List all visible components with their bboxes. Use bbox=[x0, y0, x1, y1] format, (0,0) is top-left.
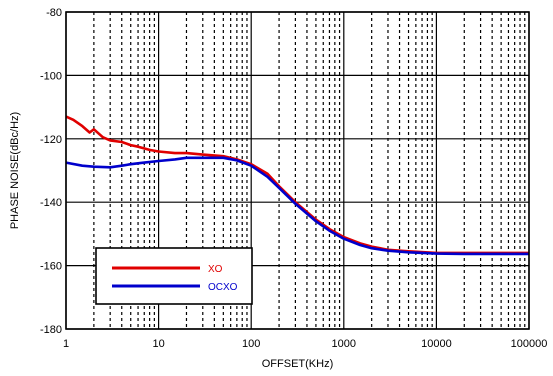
plot-frame bbox=[65, 11, 530, 330]
y-tick-label: -160 bbox=[40, 261, 62, 273]
series-line-ocxo bbox=[65, 156, 529, 256]
legend-label-xo: XO bbox=[208, 264, 223, 275]
x-tick-labels: 1 10 100 1000 10000 100000 bbox=[63, 338, 547, 350]
x-axis-label: OFFSET(KHz) bbox=[262, 358, 334, 370]
y-tick-label: -80 bbox=[46, 7, 62, 19]
x-tick-label: 100 bbox=[242, 338, 260, 350]
series-line-xo bbox=[65, 115, 529, 255]
x-tick-label: 1000 bbox=[332, 338, 356, 350]
x-tick-label: 10000 bbox=[421, 338, 452, 350]
y-tick-label: -120 bbox=[40, 134, 62, 146]
x-tick-label: 1 bbox=[63, 338, 69, 350]
y-tick-label: -140 bbox=[40, 197, 62, 209]
x-tick-label: 100000 bbox=[511, 338, 548, 350]
y-tick-label: -100 bbox=[40, 70, 62, 82]
series-lines bbox=[65, 115, 529, 256]
y-tick-label: -180 bbox=[40, 324, 62, 336]
legend-box bbox=[95, 247, 253, 305]
legend: XO OCXO bbox=[95, 247, 253, 305]
legend-label-ocxo: OCXO bbox=[208, 282, 238, 293]
y-tick-labels: -180 -160 -140 -120 -100 -80 bbox=[40, 7, 62, 336]
y-axis-label: PHASE NOISE(dBc/Hz) bbox=[9, 112, 21, 229]
x-tick-label: 10 bbox=[152, 338, 164, 350]
